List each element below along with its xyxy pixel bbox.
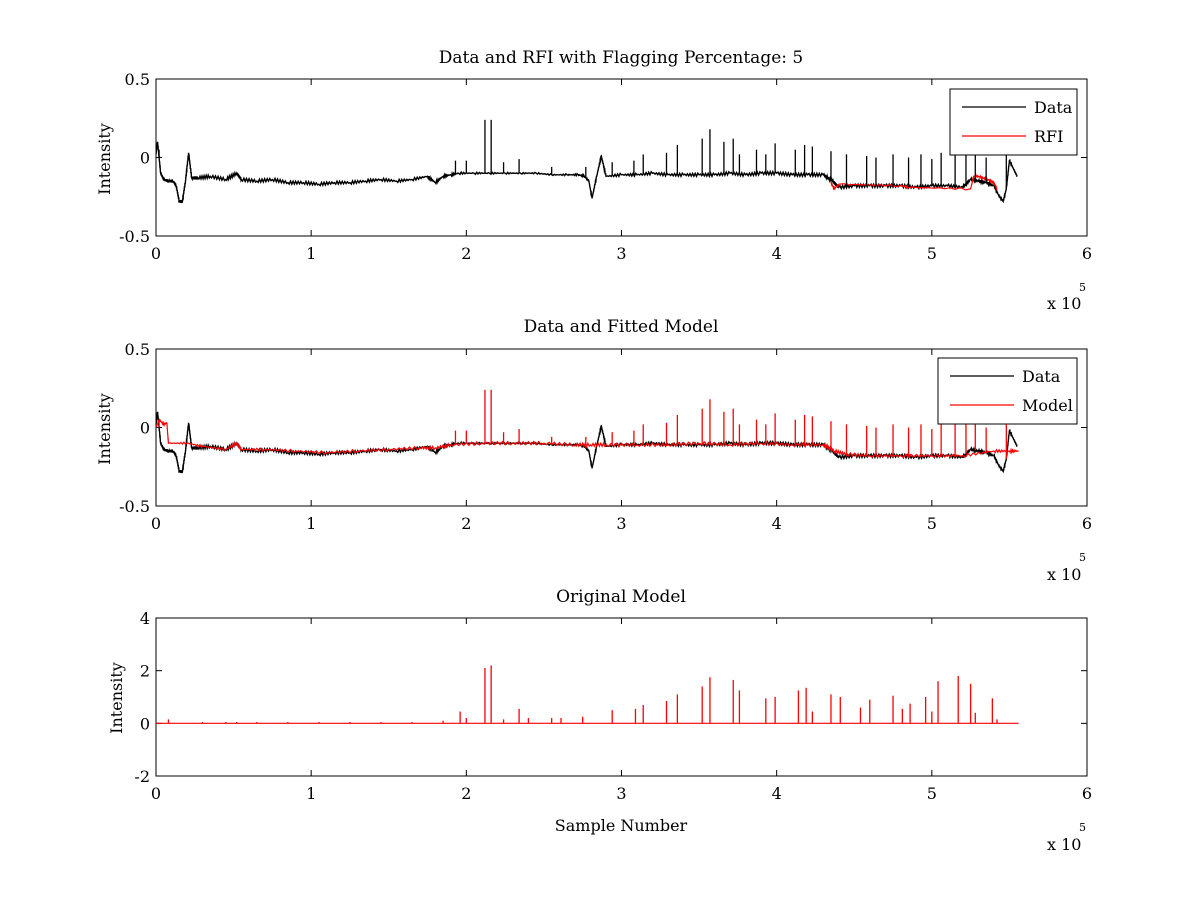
x-tick-label: 1 [306, 514, 316, 533]
plot-area [156, 119, 1018, 204]
x-tick-label: 1 [306, 784, 316, 803]
x-tick-label: 4 [772, 514, 782, 533]
x-tick-label: 2 [461, 784, 471, 803]
series-line-data [156, 141, 1018, 204]
panel-2-ylabel: Intensity [95, 393, 114, 465]
x-tick-label: 4 [772, 784, 782, 803]
panel-1: Data and RFI with Flagging Percentage: 5… [95, 48, 1092, 313]
series-line-rfi [830, 173, 998, 191]
y-tick-label: 4 [140, 609, 150, 628]
panel-2-x-exponent: x 10 [1047, 565, 1081, 584]
y-tick-label: 0.5 [125, 70, 150, 89]
x-tick-label: 3 [616, 784, 626, 803]
x-tick-label: 4 [772, 244, 782, 263]
panel-3-xlabel: Sample Number [555, 816, 688, 835]
panel-3-ylabel: Intensity [107, 662, 126, 734]
x-tick-label: 5 [927, 784, 937, 803]
axes-box [155, 348, 1088, 507]
x-tick-label: 6 [1082, 244, 1092, 263]
panel-1-x-exponent: x 10 [1047, 294, 1081, 313]
legend-label: Data [1022, 367, 1061, 386]
panel-3-title: Original Model [556, 587, 686, 607]
y-tick-label: -0.5 [119, 497, 150, 516]
y-tick-label: -0.5 [119, 227, 150, 246]
x-tick-label: 3 [616, 244, 626, 263]
legend-label: Model [1022, 396, 1073, 415]
x-tick-label: 0 [151, 514, 161, 533]
panel-1-x-exponent-power: 5 [1079, 281, 1086, 294]
axes-box [155, 78, 1088, 237]
y-tick-label: 0 [140, 714, 150, 733]
plot-area [156, 665, 1019, 724]
panel-2-title: Data and Fitted Model [524, 317, 719, 337]
panel-3-x-exponent: x 10 [1047, 835, 1081, 854]
panel-2-x-exponent-power: 5 [1079, 551, 1086, 564]
x-tick-label: 2 [461, 514, 471, 533]
legend-label: RFI [1034, 127, 1063, 146]
panel-1-ylabel: Intensity [95, 123, 114, 195]
x-tick-label: 5 [927, 244, 937, 263]
y-tick-label: 0 [140, 149, 150, 168]
x-tick-label: 2 [461, 244, 471, 263]
legend: Data Model [937, 357, 1078, 425]
legend-box [937, 357, 1078, 425]
x-tick-label: 6 [1082, 784, 1092, 803]
y-tick-label: 0 [140, 419, 150, 438]
y-tick-label: 0.5 [125, 340, 150, 359]
legend: Data RFI [949, 88, 1078, 156]
x-tick-label: 0 [151, 244, 161, 263]
x-tick-label: 0 [151, 784, 161, 803]
x-tick-label: 1 [306, 244, 316, 263]
y-tick-label: -2 [134, 767, 150, 786]
series-line-model [156, 418, 1019, 459]
plot-area [156, 389, 1019, 474]
x-tick-label: 6 [1082, 514, 1092, 533]
panel-3-x-exponent-power: 5 [1079, 821, 1086, 834]
x-tick-label: 3 [616, 514, 626, 533]
legend-box [949, 88, 1078, 156]
x-tick-label: 5 [927, 514, 937, 533]
y-tick-label: 2 [140, 662, 150, 681]
legend-label: Data [1034, 98, 1073, 117]
panel-2: Data and Fitted Model Intensity 0 1 2 3 4 5 6 -… [95, 317, 1092, 584]
axes-box [155, 617, 1088, 777]
panel-1-title: Data and RFI with Flagging Percentage: 5 [439, 48, 803, 68]
